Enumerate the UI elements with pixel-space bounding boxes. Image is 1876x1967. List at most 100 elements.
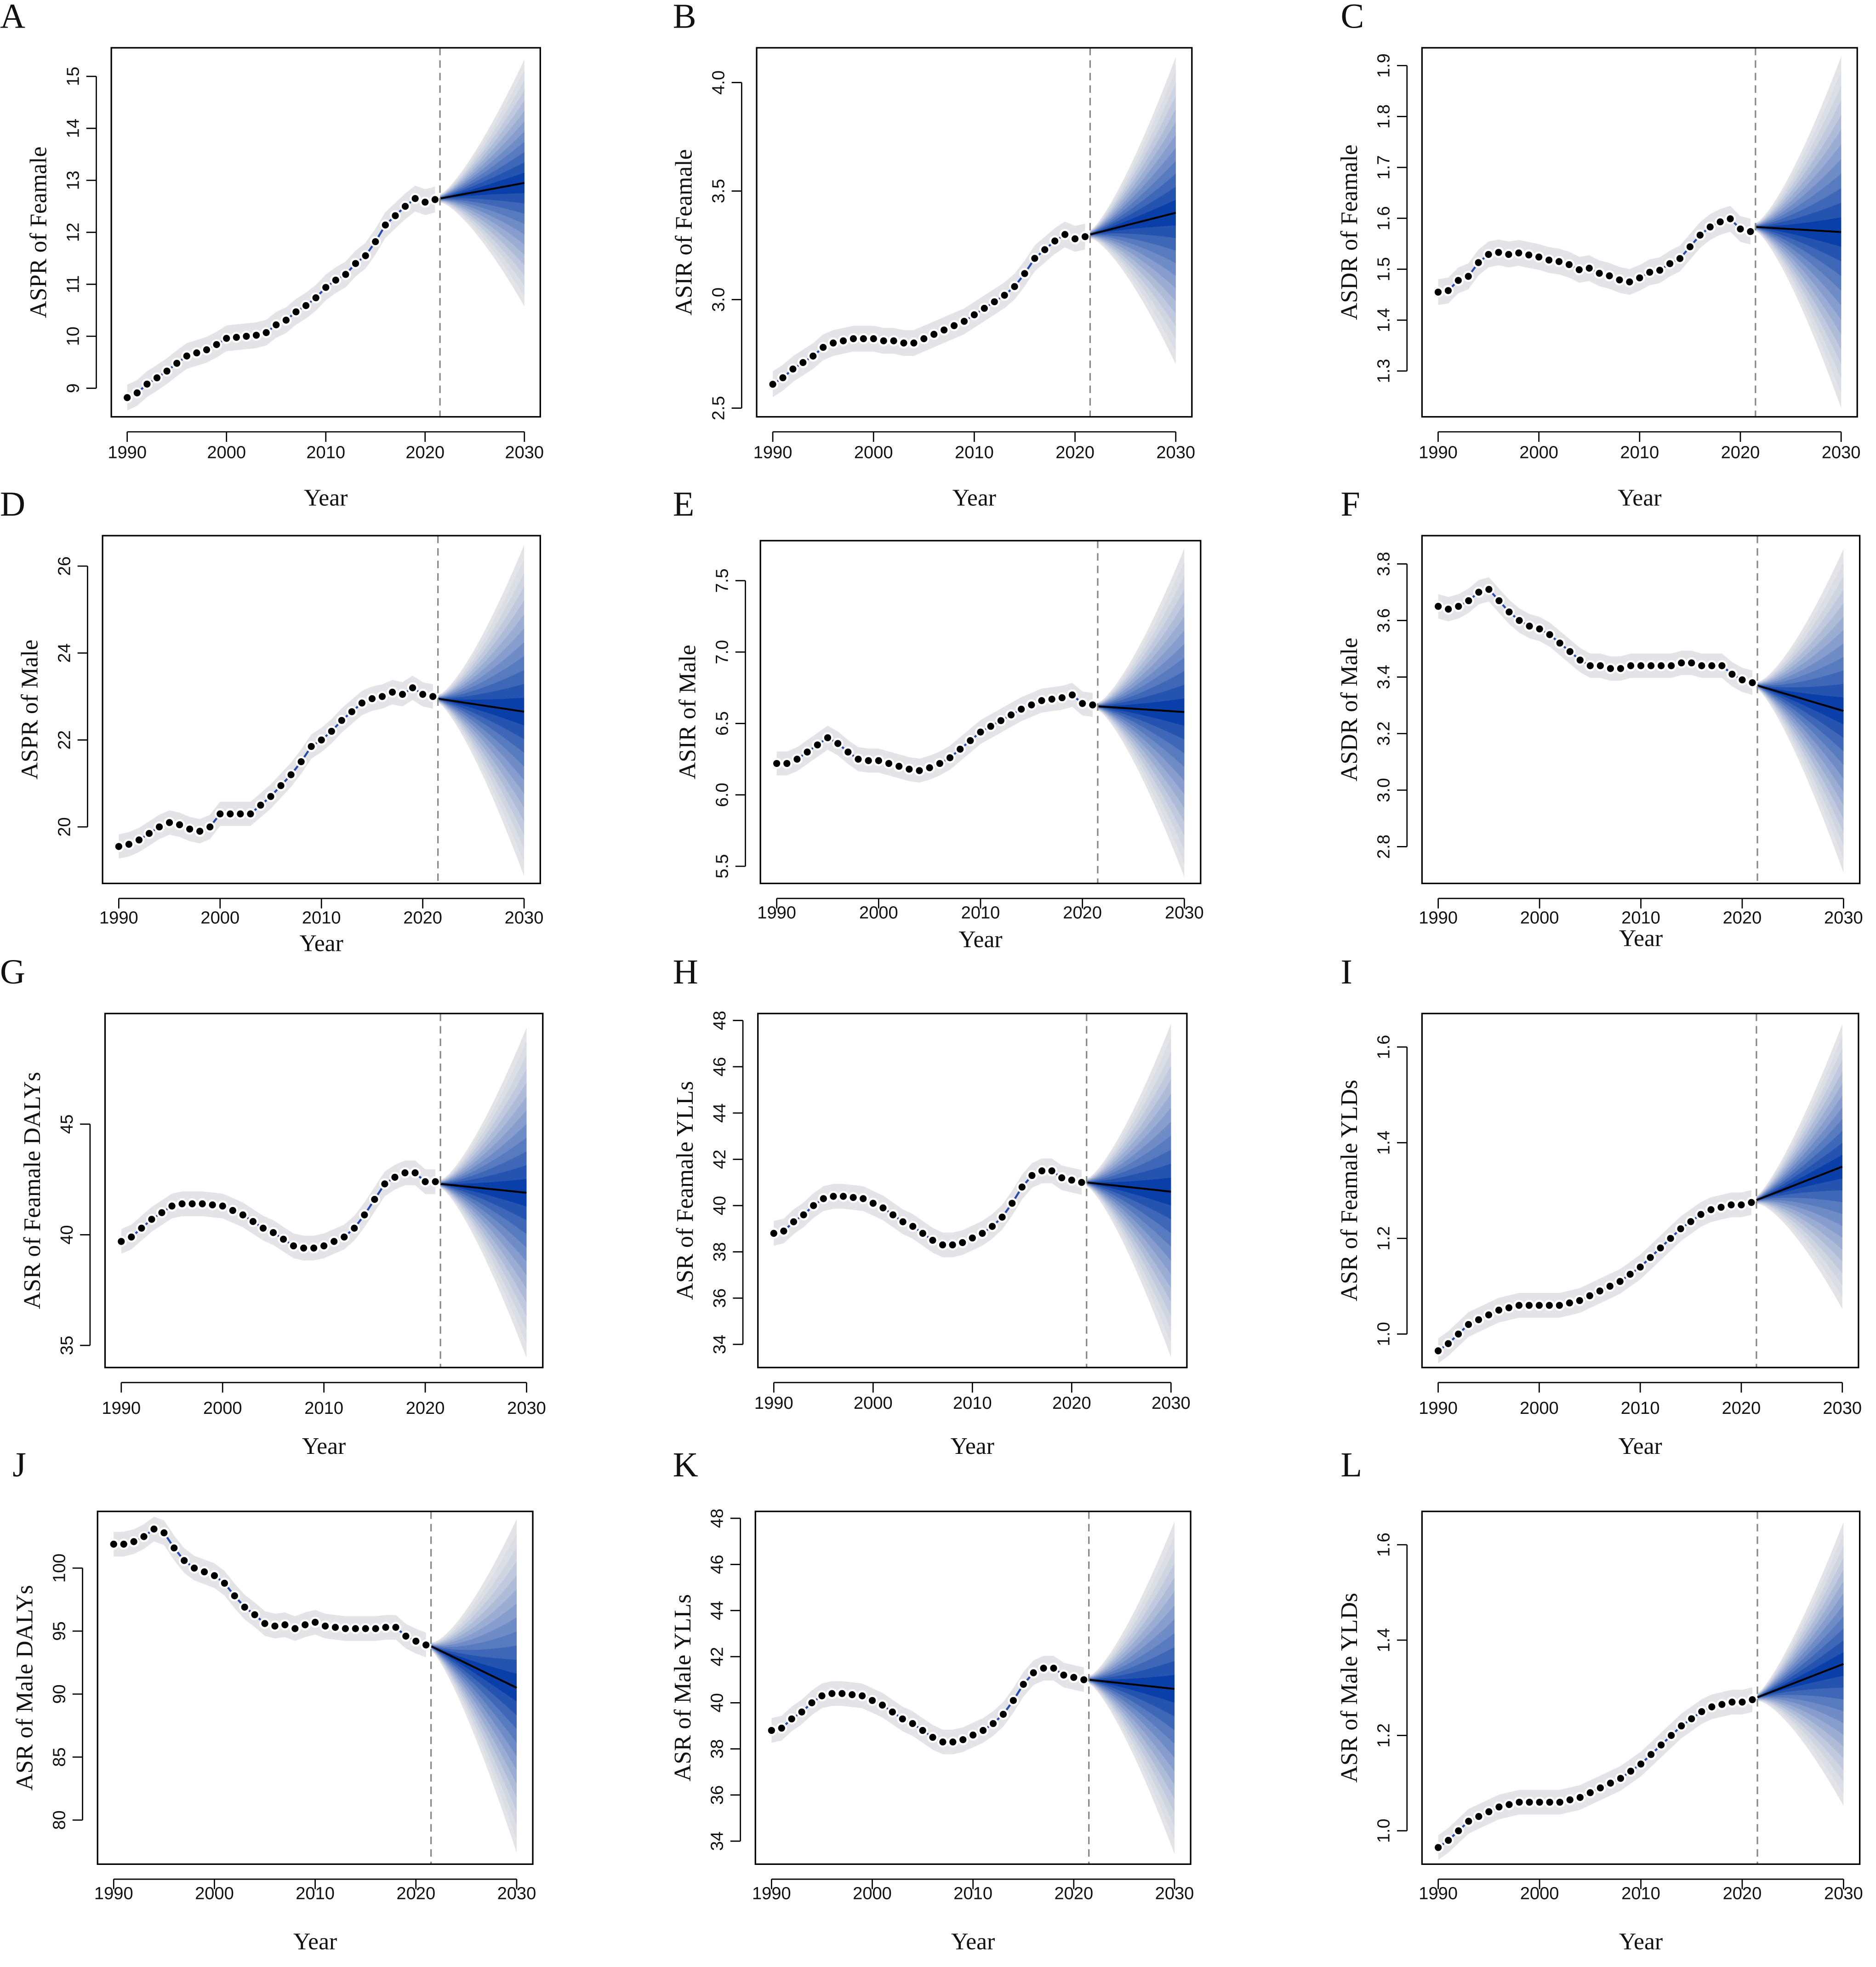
- data-point: [1745, 1197, 1757, 1208]
- x-tick-label: 1990: [102, 1399, 141, 1418]
- y-tick-label: 9: [63, 383, 83, 393]
- data-point: [893, 760, 905, 772]
- data-point: [350, 258, 361, 269]
- data-point: [387, 686, 398, 698]
- x-tick-label: 2000: [853, 1884, 892, 1904]
- forecast-band-11: [1757, 1640, 1844, 1698]
- data-point: [1046, 1165, 1058, 1177]
- forecast-band-12: [440, 172, 525, 199]
- y-tick-label: 1.4: [1374, 1131, 1394, 1155]
- data-point: [977, 1725, 989, 1736]
- data-point: [261, 327, 272, 338]
- x-tick-label: 1990: [99, 908, 138, 927]
- data-point: [1716, 1699, 1728, 1710]
- data-point: [1665, 1730, 1677, 1741]
- data-point: [1605, 1778, 1616, 1789]
- y-tick-label: 12: [63, 223, 83, 242]
- y-tick-label: 2.8: [1374, 835, 1394, 859]
- plot-frame: [757, 1012, 1188, 1368]
- forecast-mean-line: [438, 698, 525, 713]
- y-axis-title: ASDR of Feamale: [1336, 144, 1363, 320]
- y-tick-label: 38: [710, 1242, 730, 1261]
- data-point: [967, 1232, 978, 1244]
- data-point: [1736, 1696, 1748, 1708]
- data-point: [917, 1725, 929, 1736]
- data-point: [247, 1216, 259, 1227]
- data-point: [1725, 213, 1736, 224]
- data-point: [1605, 663, 1616, 674]
- observed-uncertainty-band: [119, 675, 433, 859]
- data-point: [429, 194, 441, 205]
- data-point: [1483, 1806, 1494, 1818]
- y-tick-label: 48: [710, 1011, 730, 1030]
- data-point: [947, 1736, 958, 1748]
- data-point: [1615, 663, 1626, 674]
- data-point: [979, 303, 990, 314]
- y-axis-title: ASR of Feamale DALYs: [19, 1072, 46, 1309]
- data-point: [928, 329, 940, 340]
- data-point: [985, 720, 997, 732]
- data-point: [156, 1207, 167, 1218]
- data-point: [883, 758, 895, 769]
- data-point: [171, 358, 182, 369]
- data-point: [310, 292, 322, 303]
- x-tick-label: 2020: [403, 908, 442, 927]
- x-tick-label: 2030: [1824, 1884, 1863, 1904]
- data-point: [967, 1729, 979, 1741]
- data-point: [1574, 1295, 1585, 1306]
- forecast-band-12: [1757, 1652, 1844, 1698]
- data-point: [340, 269, 351, 280]
- data-point: [1564, 1297, 1575, 1309]
- data-point: [290, 306, 302, 318]
- data-point: [873, 755, 884, 766]
- data-point: [151, 372, 163, 383]
- data-point: [300, 300, 312, 311]
- data-point: [777, 372, 788, 383]
- y-tick-label: 40: [708, 1693, 727, 1712]
- y-axis-title: ASPR of Male: [17, 640, 43, 779]
- data-point: [1685, 1216, 1697, 1227]
- data-point: [239, 1601, 251, 1613]
- data-point: [278, 1234, 289, 1245]
- x-tick-label: 2000: [207, 443, 246, 462]
- data-point: [113, 841, 125, 852]
- data-point: [1726, 669, 1738, 680]
- observed-uncertainty-band: [773, 221, 1085, 397]
- data-point: [217, 1200, 228, 1212]
- data-point: [136, 1223, 147, 1234]
- data-point: [1493, 246, 1504, 258]
- data-point: [808, 1200, 819, 1211]
- data-point: [822, 732, 833, 743]
- data-point: [781, 758, 793, 769]
- data-point: [995, 715, 1007, 726]
- data-point: [1655, 1739, 1667, 1751]
- data-point: [219, 1578, 230, 1589]
- x-tick-label: 2030: [497, 1884, 536, 1904]
- data-point: [937, 1239, 948, 1251]
- data-point: [1726, 1696, 1738, 1708]
- y-tick-label: 3.4: [1374, 665, 1394, 689]
- panel-letter: B: [673, 0, 696, 35]
- data-point: [1068, 1672, 1079, 1683]
- data-point: [131, 387, 143, 399]
- data-point: [1534, 1300, 1545, 1311]
- data-point: [826, 1688, 838, 1699]
- panel-c: C 1990 2000 2010 2020 2030 Year 1.3 1.4 1.5 1.6 1.7…: [1336, 0, 1861, 511]
- data-point: [296, 756, 307, 767]
- y-tick-label: 1.6: [1374, 1532, 1394, 1557]
- data-point: [778, 1225, 789, 1237]
- data-point: [1493, 1304, 1505, 1316]
- y-axis-title: ASR of Feamale YLDs: [1336, 1080, 1363, 1301]
- forecast-mean-line: [1089, 212, 1176, 235]
- data-point: [249, 1609, 261, 1620]
- data-point: [1554, 1796, 1566, 1808]
- data-point: [908, 337, 919, 349]
- data-point: [306, 741, 317, 752]
- data-point: [154, 821, 165, 833]
- data-point: [1019, 268, 1030, 279]
- data-point: [999, 290, 1010, 301]
- data-point: [360, 1623, 371, 1634]
- panel-f: F 1990 2000 2010 2020 2030 Year 2.8 3.0 3.2 3.4 3.6…: [1336, 485, 1863, 951]
- x-tick-label: 2030: [505, 908, 544, 927]
